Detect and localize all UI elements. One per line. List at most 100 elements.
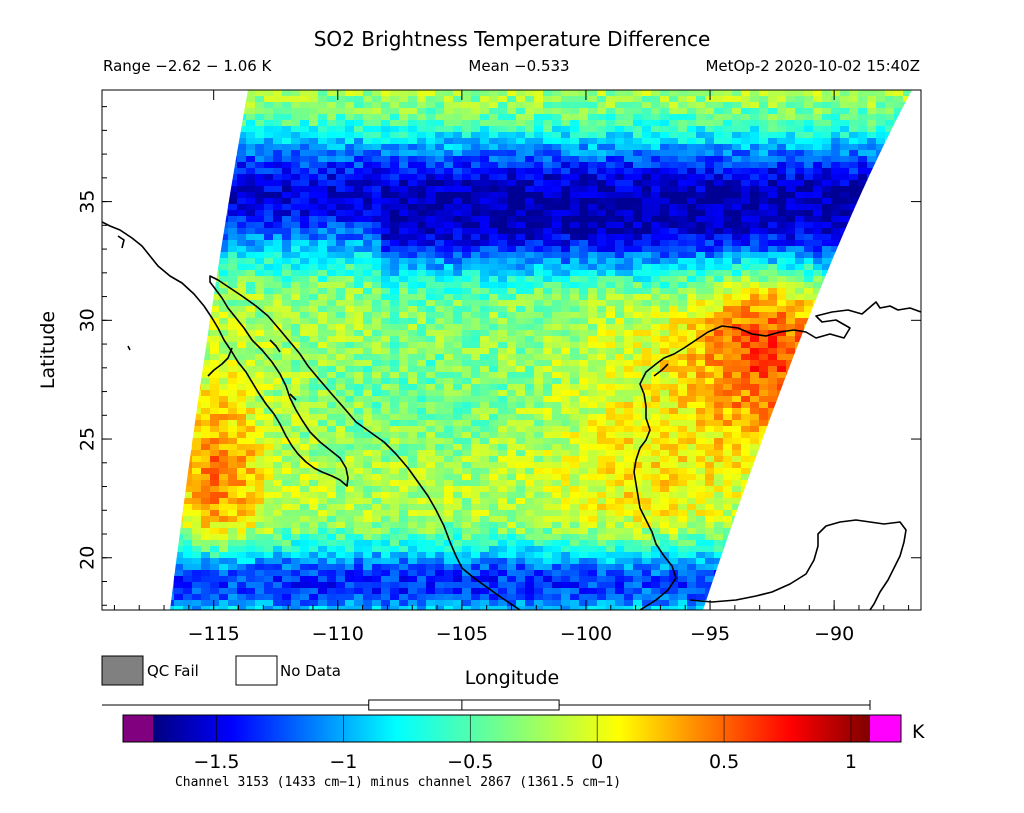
data-pixel (822, 90, 832, 97)
data-pixel (210, 396, 220, 403)
data-pixel (759, 420, 769, 427)
data-pixel (741, 426, 751, 433)
data-pixel (327, 174, 337, 181)
data-pixel (417, 408, 427, 415)
data-pixel (714, 186, 724, 193)
data-pixel (804, 114, 814, 121)
data-pixel (678, 174, 688, 181)
data-pixel (462, 246, 472, 253)
data-pixel (543, 210, 553, 217)
data-pixel (318, 426, 328, 433)
data-pixel (462, 282, 472, 289)
data-pixel (426, 180, 436, 187)
data-pixel (534, 282, 544, 289)
data-pixel (453, 276, 463, 283)
data-pixel (750, 282, 760, 289)
data-pixel (633, 192, 643, 199)
data-pixel (336, 132, 346, 139)
data-pixel (354, 216, 364, 223)
data-pixel (696, 234, 706, 241)
data-pixel (813, 168, 823, 175)
data-pixel (399, 180, 409, 187)
data-pixel (606, 126, 616, 133)
data-pixel (237, 222, 247, 229)
data-pixel (426, 192, 436, 199)
data-pixel (399, 390, 409, 397)
data-pixel (831, 114, 841, 121)
data-pixel (651, 114, 661, 121)
data-pixel (336, 216, 346, 223)
data-pixel (795, 210, 805, 217)
data-pixel (606, 246, 616, 253)
data-pixel (633, 222, 643, 229)
data-pixel (867, 126, 877, 133)
data-pixel (237, 378, 247, 385)
data-pixel (408, 144, 418, 151)
data-pixel (759, 318, 769, 325)
data-pixel (759, 210, 769, 217)
data-pixel (768, 324, 778, 331)
data-pixel (759, 378, 769, 385)
data-pixel (678, 348, 688, 355)
data-pixel (246, 198, 256, 205)
data-pixel (480, 402, 490, 409)
data-pixel (426, 390, 436, 397)
data-pixel (444, 276, 454, 283)
data-pixel (552, 420, 562, 427)
data-pixel (849, 174, 859, 181)
data-pixel (552, 114, 562, 121)
data-pixel (678, 114, 688, 121)
data-pixel (237, 150, 247, 157)
data-pixel (669, 354, 679, 361)
data-pixel (498, 294, 508, 301)
data-pixel (327, 426, 337, 433)
data-pixel (489, 144, 499, 151)
data-pixel (345, 162, 355, 169)
data-pixel (273, 198, 283, 205)
data-pixel (354, 186, 364, 193)
data-pixel (543, 348, 553, 355)
data-pixel (237, 216, 247, 223)
data-pixel (318, 198, 328, 205)
data-pixel (408, 312, 418, 319)
data-pixel (777, 150, 787, 157)
data-pixel (507, 324, 517, 331)
data-pixel (273, 372, 283, 379)
data-pixel (840, 120, 850, 127)
data-pixel (489, 120, 499, 127)
data-pixel (597, 126, 607, 133)
data-pixel (813, 96, 823, 103)
data-pixel (867, 138, 877, 145)
data-pixel (678, 90, 688, 97)
data-pixel (336, 96, 346, 103)
data-pixel (579, 132, 589, 139)
data-pixel (291, 384, 301, 391)
data-pixel (849, 114, 859, 121)
data-pixel (525, 264, 535, 271)
data-pixel (660, 408, 670, 415)
data-pixel (768, 168, 778, 175)
data-pixel (363, 276, 373, 283)
data-pixel (579, 390, 589, 397)
data-pixel (696, 228, 706, 235)
data-pixel (786, 156, 796, 163)
data-pixel (246, 168, 256, 175)
data-pixel (624, 174, 634, 181)
data-pixel (435, 444, 445, 451)
data-pixel (615, 246, 625, 253)
data-pixel (273, 204, 283, 211)
data-pixel (579, 252, 589, 259)
data-pixel (363, 288, 373, 295)
data-pixel (408, 354, 418, 361)
data-pixel (687, 312, 697, 319)
data-pixel (426, 222, 436, 229)
data-pixel (741, 258, 751, 265)
data-pixel (516, 360, 526, 367)
data-pixel (336, 342, 346, 349)
data-pixel (516, 312, 526, 319)
data-pixel (390, 390, 400, 397)
data-pixel (336, 234, 346, 241)
data-pixel (660, 150, 670, 157)
data-pixel (408, 414, 418, 421)
data-pixel (543, 192, 553, 199)
